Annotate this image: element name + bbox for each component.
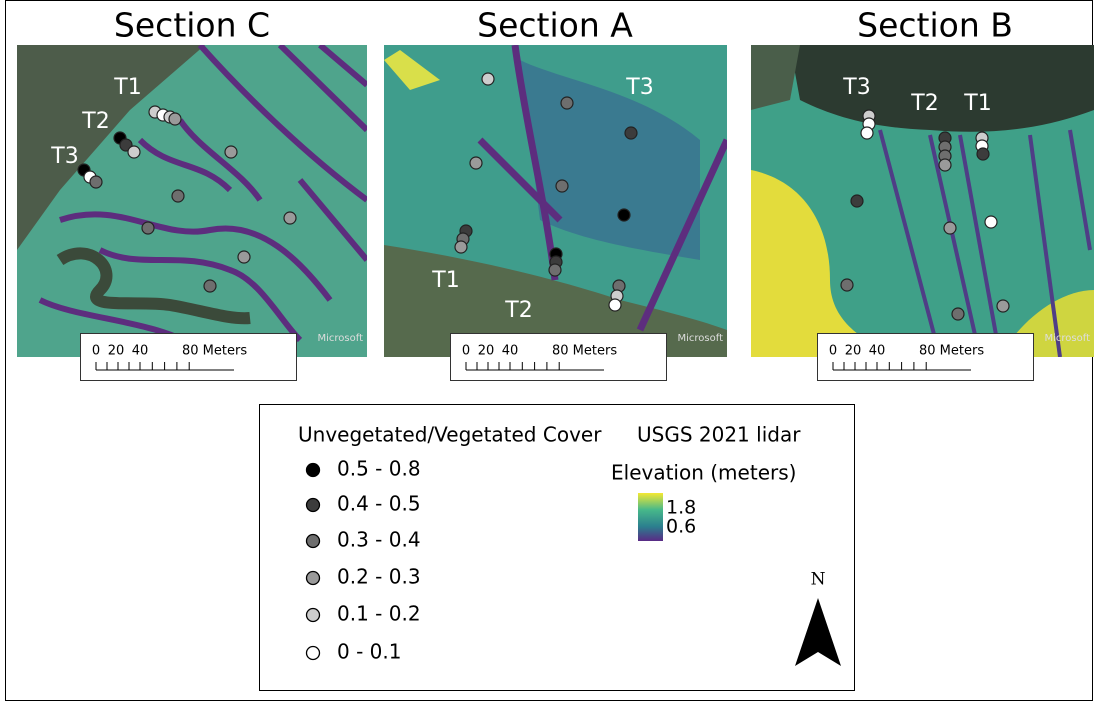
- sample-point: [625, 127, 637, 139]
- legend-symbol: [307, 609, 320, 622]
- scale-label: 40: [502, 344, 519, 359]
- cover-title: Unvegetated/Vegetated Cover: [298, 423, 602, 447]
- scale-label: 40: [869, 344, 886, 359]
- lidar-title: USGS 2021 lidar: [637, 423, 801, 447]
- scale-label: 0: [462, 344, 470, 359]
- scale-label: 40: [132, 344, 149, 359]
- sample-point: [985, 216, 997, 228]
- transect-label: T1: [963, 91, 991, 116]
- sample-point: [225, 146, 237, 158]
- sample-point: [939, 159, 951, 171]
- sample-point: [561, 97, 573, 109]
- scale-label: 20: [478, 344, 495, 359]
- sample-point: [128, 146, 140, 158]
- transect-label: T1: [431, 268, 459, 293]
- legend-symbol: [307, 535, 320, 548]
- elevation-label: 0.6: [666, 516, 696, 538]
- scale-label: 80 Meters: [919, 344, 984, 359]
- legend-label: 0.4 - 0.5: [337, 492, 421, 516]
- sample-point: [238, 251, 250, 263]
- figure: Section CT1T2T3Microsoft0204080 MetersSe…: [0, 0, 1094, 701]
- section-title: Section C: [114, 6, 270, 45]
- transect-label: T3: [842, 75, 870, 100]
- scale-label: 20: [845, 344, 862, 359]
- transect-label: T2: [81, 109, 109, 134]
- legend-symbol: [307, 572, 320, 585]
- transect-label: T3: [625, 75, 653, 100]
- sample-point: [997, 300, 1009, 312]
- legend-label: 0 - 0.1: [337, 640, 401, 664]
- sample-point: [851, 195, 863, 207]
- sample-point: [861, 127, 873, 139]
- sample-point: [977, 148, 989, 160]
- sample-point: [90, 176, 102, 188]
- scale-label: 0: [829, 344, 837, 359]
- sample-point: [944, 222, 956, 234]
- map-a: [384, 45, 727, 357]
- sample-point: [284, 212, 296, 224]
- scale-label: 0: [92, 344, 100, 359]
- transect-label: T3: [50, 144, 78, 169]
- attribution: Microsoft: [1044, 333, 1090, 344]
- sample-point: [470, 157, 482, 169]
- section-title: Section B: [857, 6, 1013, 45]
- legend-label: 0.5 - 0.8: [337, 457, 421, 481]
- elevation-title: Elevation (meters): [611, 461, 796, 485]
- sample-point: [609, 299, 621, 311]
- sample-point: [952, 308, 964, 320]
- legend-label: 0.2 - 0.3: [337, 565, 421, 589]
- attribution: Microsoft: [677, 333, 723, 344]
- north-label: N: [811, 570, 826, 590]
- transect-label: T2: [504, 298, 532, 323]
- legend-symbol: [307, 499, 320, 512]
- elevation-colorbar: [638, 493, 663, 541]
- sample-point: [841, 279, 853, 291]
- map-c: [17, 45, 367, 357]
- scale-label: 80 Meters: [182, 344, 247, 359]
- transect-label: T1: [113, 75, 141, 100]
- section-title: Section A: [477, 6, 633, 45]
- legend-label: 0.1 - 0.2: [337, 602, 421, 626]
- sample-point: [556, 180, 568, 192]
- legend-symbol: [307, 647, 320, 660]
- sample-point: [455, 241, 467, 253]
- legend-label: 0.3 - 0.4: [337, 528, 421, 552]
- sample-point: [204, 280, 216, 292]
- scale-label: 20: [108, 344, 125, 359]
- sample-point: [618, 209, 630, 221]
- scale-label: 80 Meters: [552, 344, 617, 359]
- legend-symbol: [307, 464, 320, 477]
- sample-point: [549, 264, 561, 276]
- sample-point: [482, 73, 494, 85]
- sample-point: [169, 113, 181, 125]
- sample-point: [142, 222, 154, 234]
- sample-point: [172, 190, 184, 202]
- attribution: Microsoft: [317, 333, 363, 344]
- transect-label: T2: [910, 91, 938, 116]
